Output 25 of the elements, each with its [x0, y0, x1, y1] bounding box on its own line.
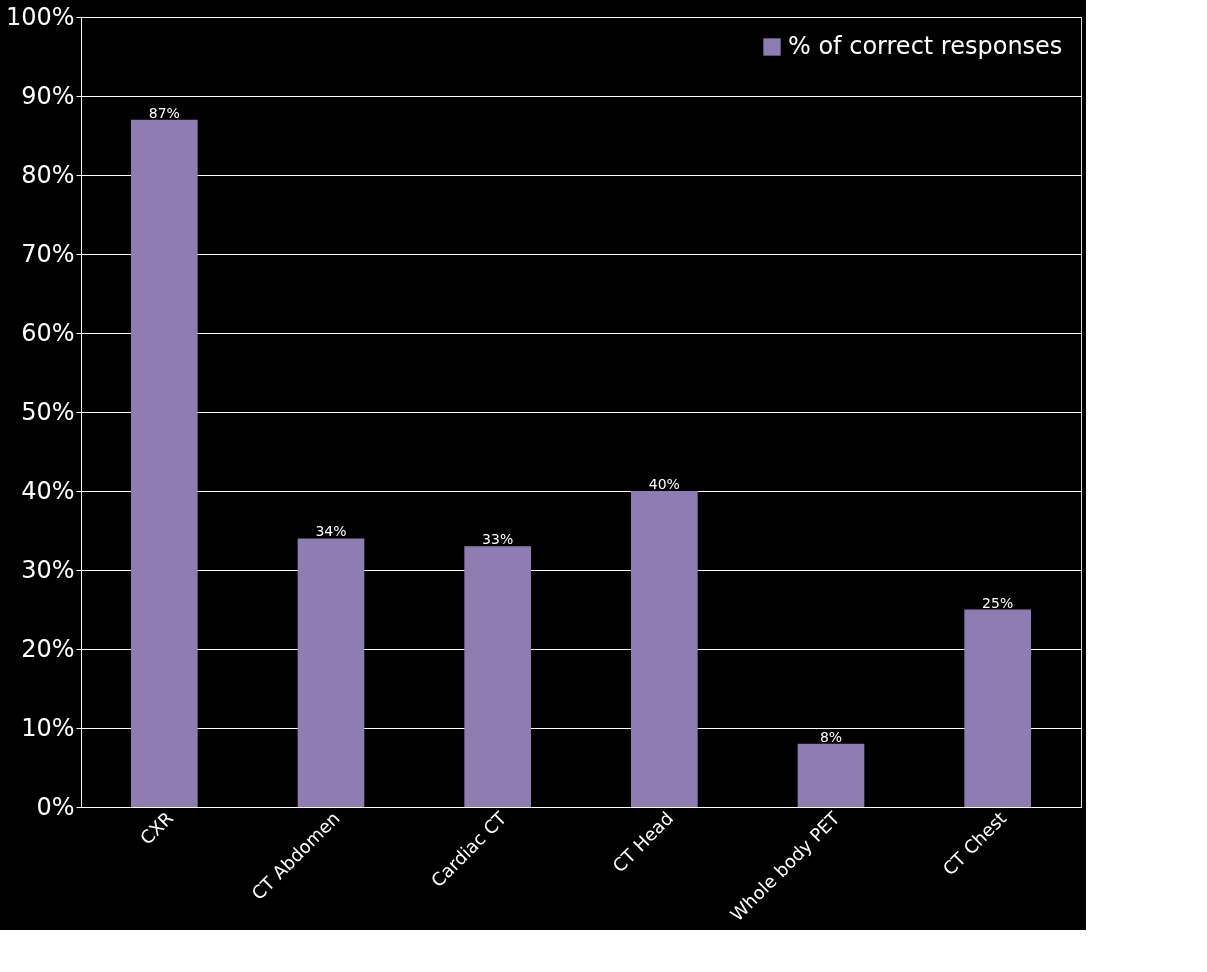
- bar: [631, 491, 698, 807]
- data-label: 34%: [315, 523, 347, 540]
- data-label: 87%: [148, 104, 180, 121]
- y-tick-label: 50%: [21, 397, 75, 426]
- y-tick-label: 60%: [21, 318, 75, 347]
- y-tick-label: 40%: [21, 476, 75, 505]
- y-tick-label: 100%: [5, 2, 75, 31]
- y-tick-label: 90%: [21, 81, 75, 110]
- x-tick-label: CXR: [135, 807, 178, 849]
- bar: [297, 538, 365, 807]
- y-tick-label: 0%: [36, 792, 75, 821]
- data-label: 8%: [819, 728, 843, 745]
- y-tick-label: 10%: [21, 713, 75, 742]
- data-label: 33%: [482, 531, 514, 548]
- y-tick-label: 30%: [21, 555, 75, 584]
- data-label: 40%: [648, 476, 680, 492]
- y-tick-label: 70%: [21, 239, 75, 268]
- y-tick-label: 80%: [21, 160, 75, 189]
- bar: [131, 119, 198, 807]
- bar: [797, 743, 865, 807]
- data-label: 25%: [982, 594, 1014, 611]
- y-tick-label: 20%: [21, 634, 75, 663]
- bar: [464, 546, 531, 807]
- bar: [964, 609, 1031, 807]
- legend-label: % of correct responses: [788, 32, 1063, 60]
